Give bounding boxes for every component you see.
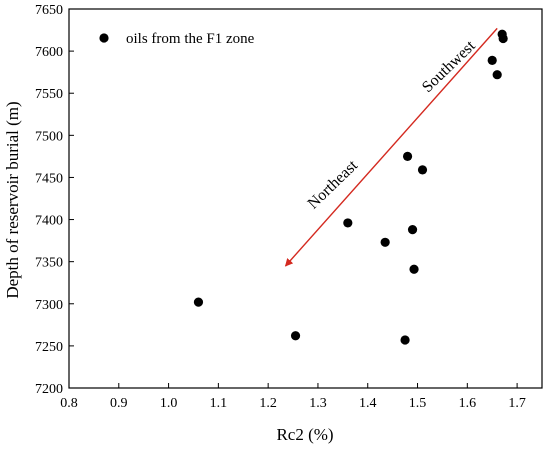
data-point: [290, 331, 301, 341]
data-points: [193, 29, 508, 345]
y-axis-title: Depth of reservoir burial (m): [3, 101, 22, 298]
annotation-southwest: Southwest: [419, 37, 479, 96]
x-tick-label: 1.6: [459, 396, 477, 411]
y-tick-label: 7500: [35, 129, 63, 144]
x-axis-title: Rc2 (%): [276, 425, 333, 444]
data-point: [407, 225, 418, 235]
data-point: [498, 33, 508, 44]
legend-marker: [99, 33, 109, 43]
y-tick-label: 7250: [35, 340, 63, 355]
y-tick-label: 7350: [35, 256, 63, 271]
data-point: [193, 297, 204, 307]
plot-area-frame: [68, 8, 543, 389]
data-point: [402, 151, 413, 161]
x-tick-label: 1.5: [409, 396, 427, 411]
y-axis-ticks: 7200 7250 7300 7350 7400 7450 7500 7550 7600 7650: [35, 3, 74, 397]
legend-label: oils from the F1 zone: [126, 31, 255, 47]
x-tick-label: 1.3: [309, 396, 327, 411]
y-tick-label: 7600: [35, 45, 63, 60]
y-tick-label: 7450: [35, 171, 63, 186]
y-tick-label: 7300: [35, 298, 63, 313]
x-axis-ticks: 0.8 0.9 1.0 1.1 1.2 1.3 1.4 1.5 1.6 1.7: [60, 383, 526, 411]
y-tick-label: 7400: [35, 214, 63, 229]
data-point: [380, 237, 390, 247]
data-point: [417, 165, 428, 175]
data-point: [400, 335, 410, 345]
data-point: [492, 70, 502, 80]
x-tick-label: 1.1: [210, 396, 228, 411]
data-point: [409, 264, 419, 274]
data-point: [487, 55, 497, 65]
x-tick-label: 1.0: [160, 396, 178, 411]
annotation-northeast: Northeast: [305, 157, 362, 213]
legend: oils from the F1 zone: [99, 31, 255, 47]
x-tick-label: 0.8: [60, 396, 78, 411]
direction-arrow: [284, 27, 498, 267]
data-point: [343, 218, 353, 228]
y-tick-label: 7200: [35, 382, 63, 397]
y-tick-label: 7650: [35, 3, 63, 18]
x-tick-label: 1.4: [359, 396, 377, 411]
x-tick-label: 0.9: [110, 396, 128, 411]
x-tick-label: 1.7: [508, 396, 526, 411]
y-tick-label: 7550: [35, 87, 63, 102]
x-tick-label: 1.2: [259, 396, 277, 411]
